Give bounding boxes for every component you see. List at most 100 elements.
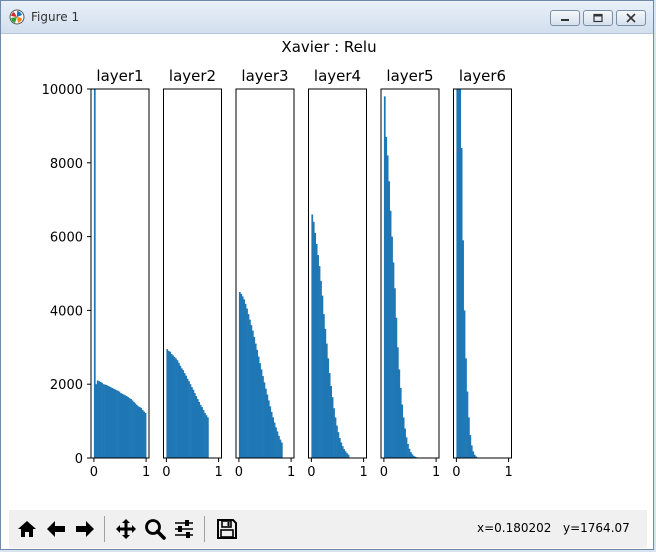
x-tick-label: 1	[432, 465, 440, 480]
subplot-frame	[163, 88, 222, 459]
histogram-bar	[243, 299, 245, 458]
histogram-bar	[341, 446, 344, 458]
histogram-bar	[101, 382, 103, 458]
histogram-bar	[463, 310, 466, 458]
histogram-bar	[105, 384, 108, 458]
histogram-bar	[238, 291, 241, 458]
home-button[interactable]	[13, 514, 41, 544]
histogram-bar	[241, 296, 244, 458]
subplot-frame	[380, 88, 440, 459]
histogram-bar	[317, 255, 319, 458]
histogram-bar	[128, 398, 131, 458]
histogram-bar	[191, 387, 193, 458]
histogram-bar	[266, 394, 269, 458]
histogram-bar	[321, 295, 324, 458]
floppy-disk-icon	[217, 519, 237, 539]
pan-button[interactable]	[112, 514, 140, 544]
histogram-bar	[312, 221, 315, 458]
histogram-bar	[204, 412, 206, 458]
histogram-bar	[401, 404, 404, 458]
histogram-bar	[137, 406, 140, 458]
histogram-bar	[470, 445, 473, 458]
histogram-bar	[460, 148, 463, 458]
histogram-bar	[278, 435, 280, 458]
histogram-bar	[131, 400, 134, 458]
histogram-bar	[389, 210, 392, 458]
histogram-bar	[167, 350, 170, 458]
x-tick-label: 1	[504, 465, 512, 480]
save-button[interactable]	[213, 514, 241, 544]
histogram-bar	[346, 453, 348, 458]
histogram-bar	[244, 303, 247, 458]
histogram-bar	[175, 358, 177, 458]
histogram-bar	[186, 378, 189, 458]
histogram-bar	[180, 368, 183, 458]
histogram-bar	[140, 407, 143, 458]
window-title: Figure 1	[31, 10, 80, 24]
histogram-bar	[466, 391, 469, 458]
histogram-bar	[185, 375, 187, 458]
minimize-button[interactable]	[550, 10, 580, 26]
histogram-bar	[106, 385, 109, 458]
histogram-bar	[410, 452, 412, 458]
subplot-frame	[90, 88, 150, 459]
histogram-bar	[314, 232, 317, 458]
histogram-bar	[267, 400, 270, 458]
histogram-bar	[408, 448, 411, 458]
histogram-bar	[465, 358, 467, 458]
histogram-bar	[323, 314, 325, 458]
histogram-bar	[98, 381, 100, 458]
histogram-bar	[124, 395, 127, 458]
histogram-bar	[336, 425, 338, 458]
histogram-bar	[388, 181, 390, 458]
histogram-bar	[334, 417, 337, 458]
subplot-frame	[308, 88, 367, 459]
maximize-button[interactable]	[583, 10, 613, 26]
sliders-icon	[175, 520, 193, 538]
subplot-title: layer5	[386, 67, 433, 85]
forward-button[interactable]	[71, 514, 99, 544]
histogram-bar	[325, 343, 328, 458]
histogram-bar	[469, 435, 472, 458]
histogram-bar	[315, 243, 318, 458]
arrow-left-icon	[47, 521, 65, 537]
histogram-bar	[250, 325, 253, 458]
histogram-bar	[412, 455, 415, 458]
histogram-bar	[456, 89, 459, 458]
navigation-toolbar: x=0.180202 y=1764.07	[9, 510, 647, 548]
histogram-bar	[96, 380, 99, 458]
configure-button[interactable]	[170, 514, 198, 544]
histogram-bar	[385, 136, 388, 458]
histogram-bar	[398, 369, 401, 458]
histogram-bar	[253, 336, 256, 458]
title-bar[interactable]: Figure 1	[1, 1, 653, 34]
histogram-bar	[141, 410, 144, 458]
close-button[interactable]	[616, 10, 646, 26]
histogram-bar	[473, 454, 476, 458]
maximize-icon	[593, 13, 603, 23]
x-tick-label: 1	[359, 465, 367, 480]
histogram-bar	[240, 293, 243, 458]
histogram-bar	[102, 384, 105, 458]
histogram-bar	[396, 347, 399, 458]
zoom-button[interactable]	[141, 514, 169, 544]
histogram-bar	[104, 384, 106, 458]
histogram-bar	[135, 404, 138, 458]
histogram-bar	[392, 262, 395, 458]
histogram-bar	[115, 390, 118, 458]
histogram-bar	[256, 349, 259, 458]
histogram-bar	[269, 406, 272, 458]
histogram-bar	[279, 439, 282, 458]
back-button[interactable]	[42, 514, 70, 544]
histogram-bar	[178, 362, 180, 458]
histogram-bar	[468, 417, 470, 458]
move-icon	[116, 519, 136, 539]
arrow-right-icon	[76, 521, 94, 537]
histogram-bar	[127, 397, 129, 458]
histogram-bar	[133, 401, 135, 458]
histogram-bar	[276, 431, 279, 458]
figure-canvas[interactable]: Xavier : Relu layer1 0 1 0 2000 4000 6000 8000 1…	[9, 34, 647, 510]
histogram-bar	[114, 389, 116, 458]
histogram-bar	[176, 360, 179, 458]
